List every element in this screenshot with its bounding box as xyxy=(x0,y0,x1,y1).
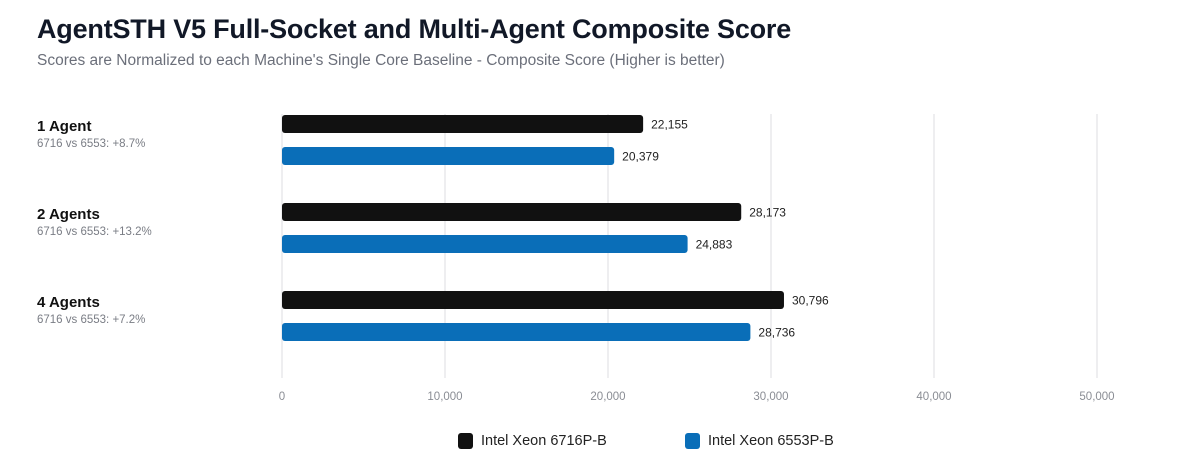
category-comparison: 6716 vs 6553: +8.7% xyxy=(37,138,146,150)
x-tick-label: 20,000 xyxy=(590,391,625,403)
bar-value-label: 20,379 xyxy=(622,150,659,164)
x-tick-label: 40,000 xyxy=(916,391,951,403)
x-tick-label: 30,000 xyxy=(753,391,788,403)
bar-6716p-b xyxy=(282,291,784,309)
category-comparison: 6716 vs 6553: +7.2% xyxy=(37,314,146,326)
chart-subtitle: Scores are Normalized to each Machine's … xyxy=(37,52,725,69)
bar-value-label: 30,796 xyxy=(792,294,829,308)
legend: Intel Xeon 6716P-B Intel Xeon 6553P-B xyxy=(0,433,1200,453)
category-label-2-agents: 2 Agents 6716 vs 6553: +13.2% xyxy=(37,206,152,238)
legend-swatch-blue xyxy=(685,433,700,449)
bar-value-label: 28,736 xyxy=(758,326,795,340)
x-tick-label: 10,000 xyxy=(427,391,462,403)
category-label-1-agent: 1 Agent 6716 vs 6553: +8.7% xyxy=(37,118,145,150)
bar-6716p-b xyxy=(282,115,644,133)
bar-6716p-b xyxy=(282,203,742,221)
legend-swatch-black xyxy=(458,433,473,449)
legend-item-6553p-b[interactable]: Intel Xeon 6553P-B xyxy=(685,433,834,449)
legend-item-6716p-b[interactable]: Intel Xeon 6716P-B xyxy=(458,433,607,449)
bar-value-label: 22,155 xyxy=(651,118,688,132)
x-tick-label: 50,000 xyxy=(1079,391,1114,403)
category-name: 4 Agents xyxy=(37,294,100,311)
category-name: 1 Agent xyxy=(37,118,92,135)
x-tick-label: 0 xyxy=(279,391,285,403)
bar-value-label: 28,173 xyxy=(749,206,786,220)
bar-6553p-b xyxy=(282,235,688,253)
bar-value-label: 24,883 xyxy=(696,238,733,252)
chart-title: AgentSTH V5 Full-Socket and Multi-Agent … xyxy=(37,14,792,44)
legend-label: Intel Xeon 6553P-B xyxy=(708,433,834,449)
bar-6553p-b xyxy=(282,323,751,341)
category-name: 2 Agents xyxy=(37,206,100,223)
bar-6553p-b xyxy=(282,147,615,165)
category-label-4-agents: 4 Agents 6716 vs 6553: +7.2% xyxy=(37,294,145,326)
category-comparison: 6716 vs 6553: +13.2% xyxy=(37,226,152,238)
legend-label: Intel Xeon 6716P-B xyxy=(481,433,607,449)
